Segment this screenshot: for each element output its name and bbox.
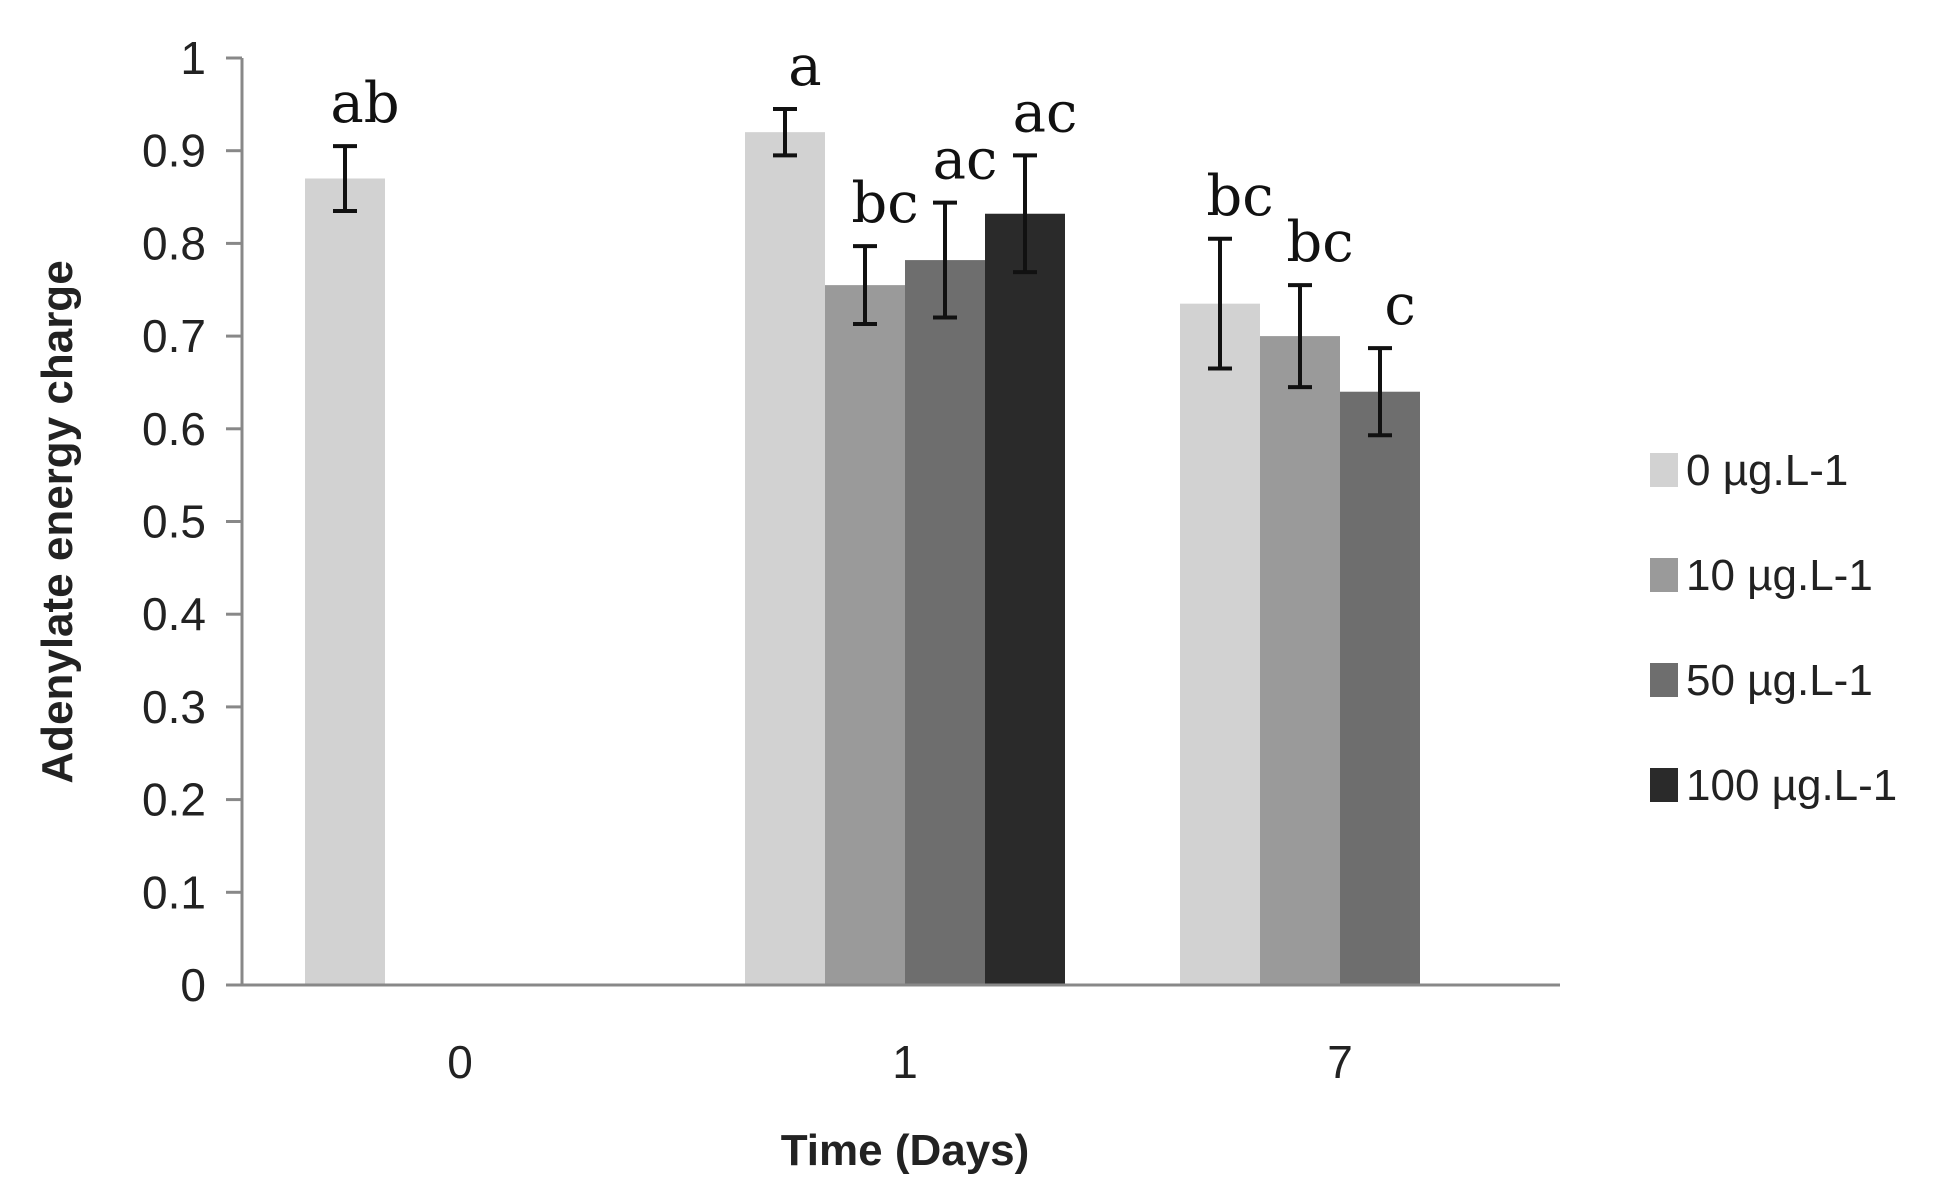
legend-label: 100 µg.L-1	[1686, 761, 1897, 810]
error-bar	[333, 144, 357, 213]
error-bar	[1368, 346, 1392, 438]
y-tick-label: 1	[180, 32, 206, 84]
y-tick-label: 0.1	[142, 866, 206, 918]
bar	[985, 213, 1065, 986]
legend-item: 100 µg.L-1	[1650, 761, 1897, 810]
error-bar	[773, 106, 797, 158]
significance-label: ab	[330, 71, 399, 136]
legend-swatch	[1650, 558, 1678, 592]
x-tick-label: 1	[892, 1036, 918, 1088]
x-tick-label: 7	[1327, 1036, 1353, 1088]
error-bar	[1208, 236, 1232, 371]
bar	[305, 178, 385, 985]
y-tick-label: 0.9	[142, 125, 206, 177]
x-tick-label: 0	[447, 1036, 473, 1088]
significance-label: a	[788, 34, 821, 99]
bars	[305, 106, 1420, 986]
y-tick-label: 0.4	[142, 588, 206, 640]
legend-label: 50 µg.L-1	[1686, 656, 1873, 705]
error-bar	[1288, 283, 1312, 390]
legend-label: 0 µg.L-1	[1686, 446, 1848, 495]
significance-label: bc	[1286, 210, 1353, 275]
legend-item: 50 µg.L-1	[1650, 656, 1873, 705]
significance-label: bc	[851, 171, 918, 236]
y-tick-label: 0.3	[142, 681, 206, 733]
y-tick-label: 0.5	[142, 496, 206, 548]
y-tick-label: 0.2	[142, 774, 206, 826]
x-axis-title: Time (Days)	[781, 1126, 1030, 1175]
error-bar	[933, 200, 957, 320]
legend-swatch	[1650, 453, 1678, 487]
significance-label: ac	[1013, 80, 1078, 145]
legend-item: 0 µg.L-1	[1650, 446, 1848, 495]
y-tick-label: 0.8	[142, 217, 206, 269]
significance-label: c	[1384, 273, 1415, 338]
bar	[905, 260, 985, 985]
error-bar	[1013, 153, 1037, 275]
legend-item: 10 µg.L-1	[1650, 551, 1873, 600]
y-tick-label: 0	[180, 959, 206, 1011]
bar	[745, 132, 825, 985]
y-axis-ticks: 0 0.1 0.2 0.3 0.4 0.5 0.6 0.7 0.8 0.9 1	[142, 32, 242, 1011]
bar	[1260, 336, 1340, 986]
bar	[1340, 391, 1420, 986]
legend-swatch	[1650, 768, 1678, 802]
x-axis-ticks: 0 1 7	[447, 1036, 1353, 1088]
significance-label: bc	[1206, 164, 1273, 229]
legend-label: 10 µg.L-1	[1686, 551, 1873, 600]
bar	[1180, 303, 1260, 985]
legend-swatch	[1650, 663, 1678, 697]
bar	[825, 285, 905, 985]
error-bar	[853, 244, 877, 327]
legend: 0 µg.L-1 10 µg.L-1 50 µg.L-1 100 µg.L-1	[1650, 446, 1897, 810]
y-tick-label: 0.6	[142, 403, 206, 455]
y-tick-label: 0.7	[142, 310, 206, 362]
y-axis-title: Adenylate energy charge	[33, 260, 82, 783]
significance-label: ac	[933, 128, 998, 193]
